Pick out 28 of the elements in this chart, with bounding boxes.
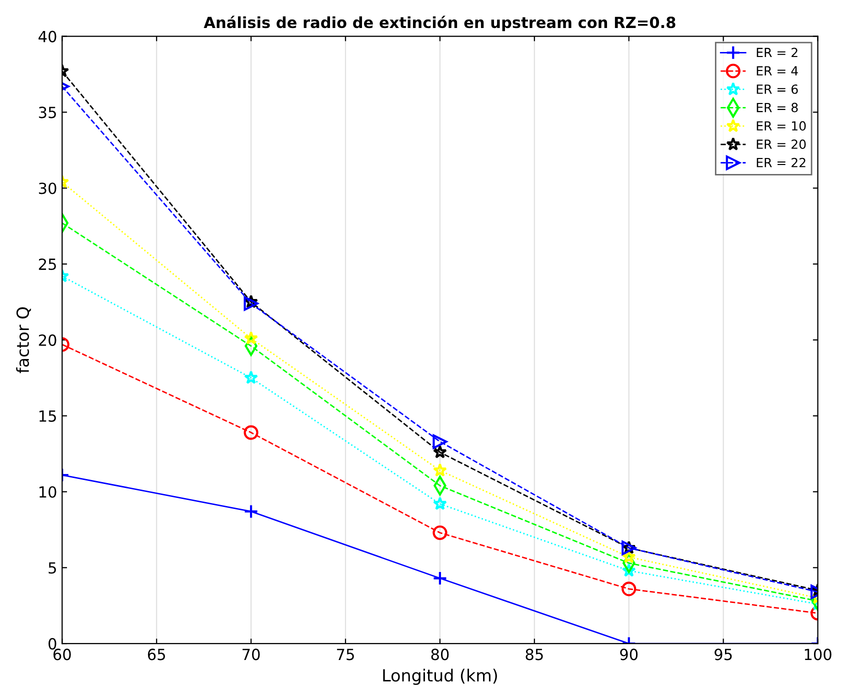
x-tick-label: 90 xyxy=(620,648,638,660)
x-axis-title: Longitud (km) xyxy=(383,668,497,685)
y-tick-label: 35 xyxy=(38,106,56,118)
x-tick-label: 60 xyxy=(53,648,71,660)
y-tick-label: 40 xyxy=(38,30,56,42)
y-tick-label: 0 xyxy=(48,638,56,650)
x-tick-label: 95 xyxy=(714,648,732,660)
legend-label: ER = 10 xyxy=(756,121,806,131)
x-tick-label: 75 xyxy=(337,648,354,660)
x-tick-label: 80 xyxy=(431,648,449,660)
y-tick-label: 30 xyxy=(38,182,56,194)
legend-label: ER = 6 xyxy=(756,84,798,94)
y-tick-label: 10 xyxy=(40,486,56,498)
chart-title: Análisis de radio de extinción en upstream con RZ=0.8 xyxy=(204,16,676,32)
legend-label: ER = 4 xyxy=(756,66,798,76)
y-tick-label: 5 xyxy=(48,562,56,574)
y-axis-title: factor Q xyxy=(16,307,31,374)
x-tick-label: 85 xyxy=(526,648,543,660)
y-tick-label: 15 xyxy=(40,410,56,422)
legend-label: ER = 22 xyxy=(756,158,806,168)
x-tick-label: 65 xyxy=(148,648,165,660)
legend-label: ER = 2 xyxy=(756,48,798,58)
y-tick-label: 20 xyxy=(38,334,56,346)
legend-label: ER = 8 xyxy=(756,102,798,112)
x-tick-label: 100 xyxy=(804,648,832,660)
x-tick-label: 70 xyxy=(242,648,260,660)
legend-label: ER = 20 xyxy=(756,140,806,149)
y-tick-label: 25 xyxy=(38,258,56,270)
